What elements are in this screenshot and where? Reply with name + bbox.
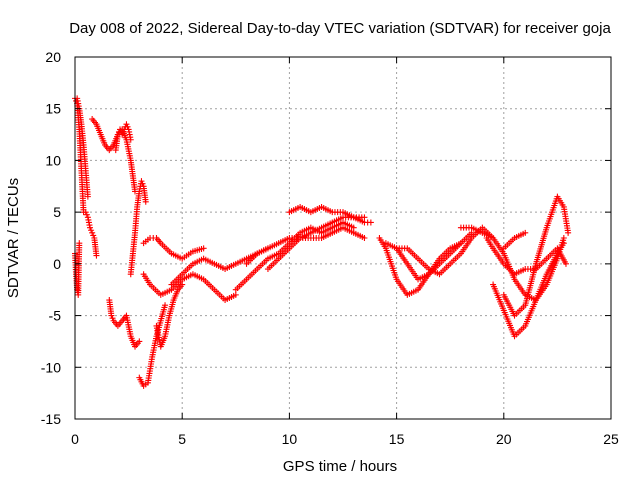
x-tick-label: 25 [603, 431, 619, 447]
y-tick-label: 10 [45, 152, 61, 168]
series-arc-e [112, 121, 134, 154]
data-point-marker [93, 252, 100, 259]
y-tick-label: -10 [41, 359, 61, 375]
series-arc-i [140, 235, 207, 262]
data-point-marker [83, 211, 90, 218]
x-tick-label: 0 [71, 431, 79, 447]
series-arc-g [127, 178, 149, 278]
series-arc-r [382, 229, 475, 283]
data-point-marker [367, 219, 374, 226]
data-point-marker [138, 178, 145, 185]
series-arc-k [153, 281, 186, 350]
y-tick-label: -15 [41, 411, 61, 427]
data-point-marker [361, 214, 368, 221]
x-tick-label: 10 [282, 431, 298, 447]
data-point-marker [562, 260, 569, 267]
data-point-marker [89, 229, 96, 236]
series-arc-v [500, 193, 572, 319]
data-point-marker [560, 240, 567, 247]
tick-labels: 0 5 10 15 20 25 -15 -10 -5 0 5 10 15 20 [41, 49, 619, 447]
data-point-marker [232, 291, 239, 298]
data-point-marker [350, 224, 357, 231]
data-point-marker [200, 245, 207, 252]
marks-layer [72, 95, 572, 389]
series-arc-j [140, 271, 239, 304]
data-point-marker [565, 229, 572, 236]
data-point-marker [84, 193, 91, 200]
data-point-marker [88, 227, 95, 234]
y-axis-label: SDTVAR / TECUs [5, 178, 22, 298]
data-point-marker [162, 302, 169, 309]
data-point-marker [119, 131, 126, 138]
data-point-marker [522, 229, 529, 236]
ticks-layer [74, 56, 612, 420]
data-point-marker [468, 229, 475, 236]
x-tick-label: 15 [389, 431, 405, 447]
grid-layer [75, 57, 611, 419]
data-point-marker [142, 198, 149, 205]
plot-frame [74, 56, 612, 420]
y-tick-label: 20 [45, 49, 61, 65]
y-tick-label: 15 [45, 101, 61, 117]
data-point-marker [136, 338, 143, 345]
data-point-marker [82, 209, 89, 216]
data-point-marker [179, 281, 186, 288]
series-arc-w [483, 235, 569, 278]
data-point-marker [76, 240, 83, 247]
data-point-marker [108, 312, 115, 319]
y-tick-label: 5 [53, 204, 61, 220]
data-point-marker [123, 121, 130, 128]
x-axis-label: GPS time / hours [283, 458, 397, 475]
data-point-marker [124, 123, 131, 130]
series-arc-b [72, 240, 83, 298]
data-point-marker [361, 235, 368, 241]
series-arc-m [232, 219, 357, 293]
data-point-marker [120, 128, 127, 135]
data-point-marker [87, 224, 94, 231]
data-point-marker [90, 232, 97, 239]
chart-title: Day 008 of 2022, Sidereal Day-to-day VTE… [69, 20, 611, 37]
series-arc-d [89, 116, 139, 195]
data-point-marker [109, 315, 116, 322]
x-tick-label: 5 [178, 431, 186, 447]
series-arc-f [106, 297, 143, 350]
data-point-marker [139, 180, 146, 187]
x-tick-label: 20 [496, 431, 512, 447]
data-point-marker [560, 235, 567, 241]
series-arc-p [286, 203, 368, 221]
series-arc-c [74, 95, 91, 200]
data-point-marker [127, 136, 134, 143]
series-arc-o [264, 224, 368, 273]
series-arc-x [500, 229, 529, 252]
y-tick-label: -5 [49, 308, 62, 324]
y-tick-label: 0 [53, 256, 61, 272]
